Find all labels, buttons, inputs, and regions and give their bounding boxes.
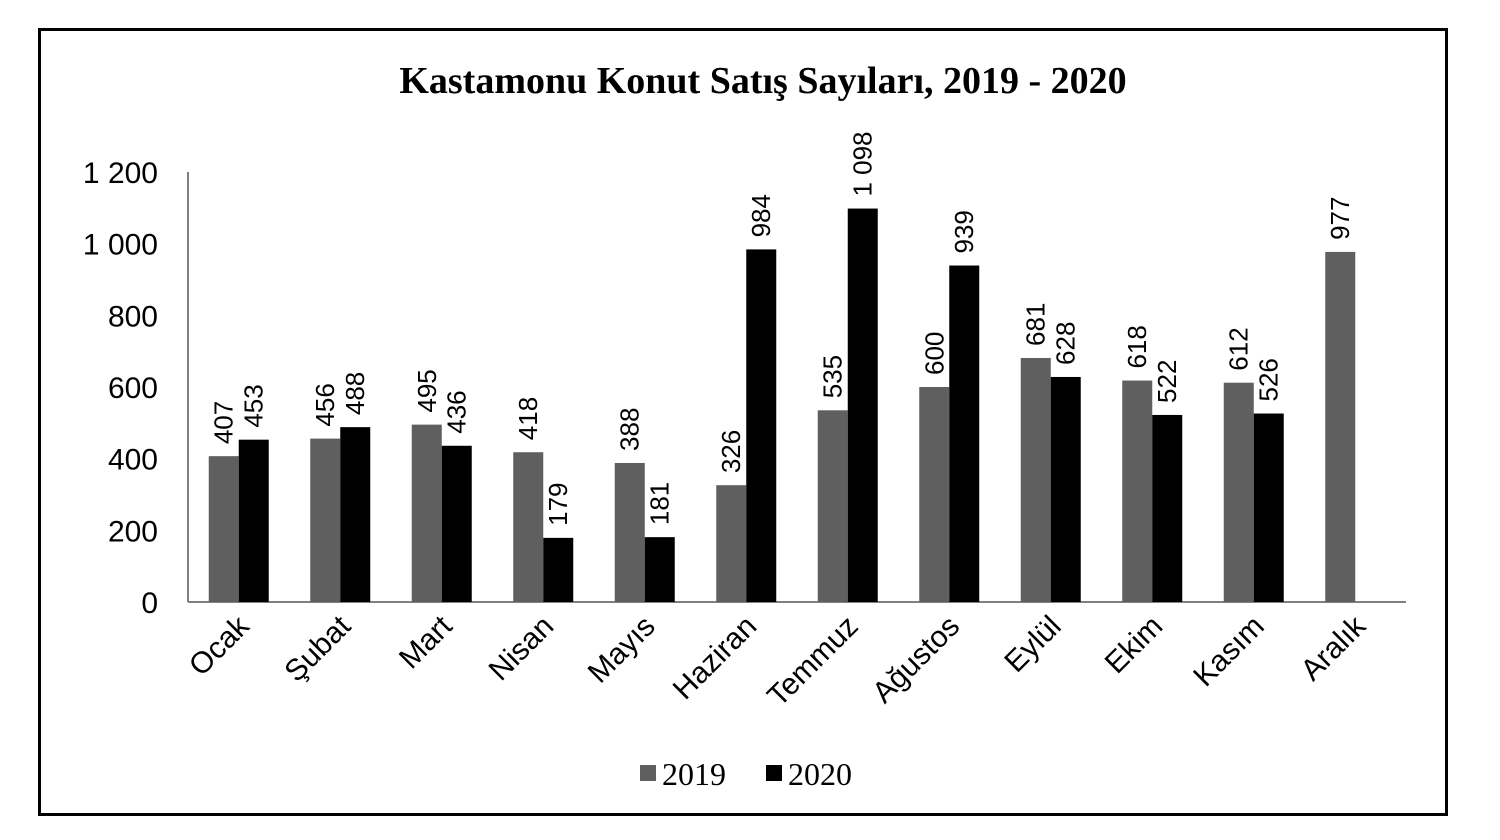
data-label-2019-Nisan: 418 (513, 397, 543, 440)
category-label: Mart (393, 609, 459, 675)
data-label-2019-Kasım: 612 (1224, 327, 1254, 370)
chart-axes (187, 172, 1406, 603)
category-label: Haziran (667, 610, 763, 706)
data-label-2020-Haziran: 984 (746, 194, 776, 237)
legend-swatch-2020 (766, 765, 782, 781)
bar-2020-Kasım (1253, 413, 1284, 602)
legend-label-2020: 2020 (788, 756, 852, 792)
data-labels: 407 453 456 488 495 436 418 179 388 181 326 984 535 1… (209, 131, 1356, 525)
category-label: Temmuz (761, 610, 864, 713)
bar-2020-Ekim (1152, 414, 1183, 602)
category-label: Şubat (278, 609, 357, 688)
data-label-2019-Şubat: 456 (310, 383, 340, 426)
chart-title: Kastamonu Konut Satış Sayıları, 2019 - 2… (399, 60, 1126, 102)
data-label-2019-Mart: 495 (412, 369, 442, 412)
chart-frame (38, 28, 1448, 816)
category-label: Ağustos (866, 610, 966, 710)
bar-2020-Şubat (340, 427, 371, 602)
data-label-2019-Temmuz: 535 (818, 355, 848, 398)
y-tick-label: 800 (108, 300, 158, 333)
bar-2019-Ağustos (919, 387, 950, 602)
data-label-2019-Haziran: 326 (716, 430, 746, 473)
bar-2019-Ekim (1122, 380, 1153, 602)
bar-2019-Mayıs (614, 462, 645, 602)
category-label: Nisan (483, 610, 561, 688)
category-label: Aralık (1295, 609, 1373, 687)
legend: 2019 2020 (640, 756, 852, 792)
data-label-2020-Mart: 436 (442, 390, 472, 433)
y-tick-label: 400 (108, 444, 158, 477)
data-label-2020-Eylül: 628 (1051, 322, 1081, 365)
y-tick-label: 1 200 (83, 157, 158, 190)
bar-2020-Mart (441, 445, 472, 602)
y-axis-ticks: 0 200 400 600 800 1 000 1 200 (83, 157, 158, 620)
legend-label-2019: 2019 (662, 756, 726, 792)
bar-2019-Eylül (1020, 357, 1051, 602)
bar-2019-Nisan (513, 452, 544, 602)
bar-2019-Haziran (716, 485, 747, 602)
bar-2020-Ağustos (949, 265, 980, 602)
bar-2019-Kasım (1223, 382, 1254, 602)
legend-swatch-2019 (640, 765, 656, 781)
bar-2020-Haziran (746, 249, 777, 602)
data-label-2020-Ağustos: 939 (949, 210, 979, 253)
bar-2019-Aralık (1325, 251, 1356, 603)
bar-2019-Temmuz (817, 410, 848, 602)
data-label-2020-Mayıs: 181 (645, 482, 675, 525)
category-label: Ocak (183, 609, 257, 683)
bar-2020-Nisan (543, 537, 574, 602)
category-label: Mayıs (582, 610, 662, 690)
data-label-2020-Ekim: 522 (1152, 360, 1182, 403)
data-label-2020-Ocak: 453 (239, 384, 269, 427)
bar-2019-Ocak (208, 456, 239, 602)
bars (208, 208, 1356, 603)
data-label-2019-Aralık: 977 (1325, 197, 1355, 240)
bar-2020-Eylül (1050, 376, 1081, 602)
category-label: Kasım (1187, 610, 1270, 693)
data-label-2019-Eylül: 681 (1021, 303, 1051, 346)
data-label-2020-Kasım: 526 (1254, 358, 1284, 401)
y-tick-label: 1 000 (83, 229, 158, 262)
bar-2019-Mart (411, 424, 442, 602)
data-label-2020-Temmuz: 1 098 (848, 131, 878, 196)
data-label-2020-Şubat: 488 (340, 372, 370, 415)
data-label-2019-Ağustos: 600 (919, 332, 949, 375)
data-label-2020-Nisan: 179 (543, 482, 573, 525)
data-label-2019-Ekim: 618 (1122, 325, 1152, 368)
category-label: Eylül (998, 610, 1067, 679)
data-label-2019-Mayıs: 388 (615, 408, 645, 451)
category-label: Ekim (1099, 610, 1169, 680)
bar-2020-Ocak (238, 439, 269, 602)
y-tick-label: 0 (141, 587, 158, 620)
y-tick-label: 600 (108, 372, 158, 405)
y-tick-label: 200 (108, 515, 158, 548)
data-label-2019-Ocak: 407 (209, 401, 239, 444)
bar-2019-Şubat (310, 438, 341, 602)
bar-2020-Temmuz (847, 208, 878, 603)
bar-2020-Mayıs (644, 537, 675, 602)
